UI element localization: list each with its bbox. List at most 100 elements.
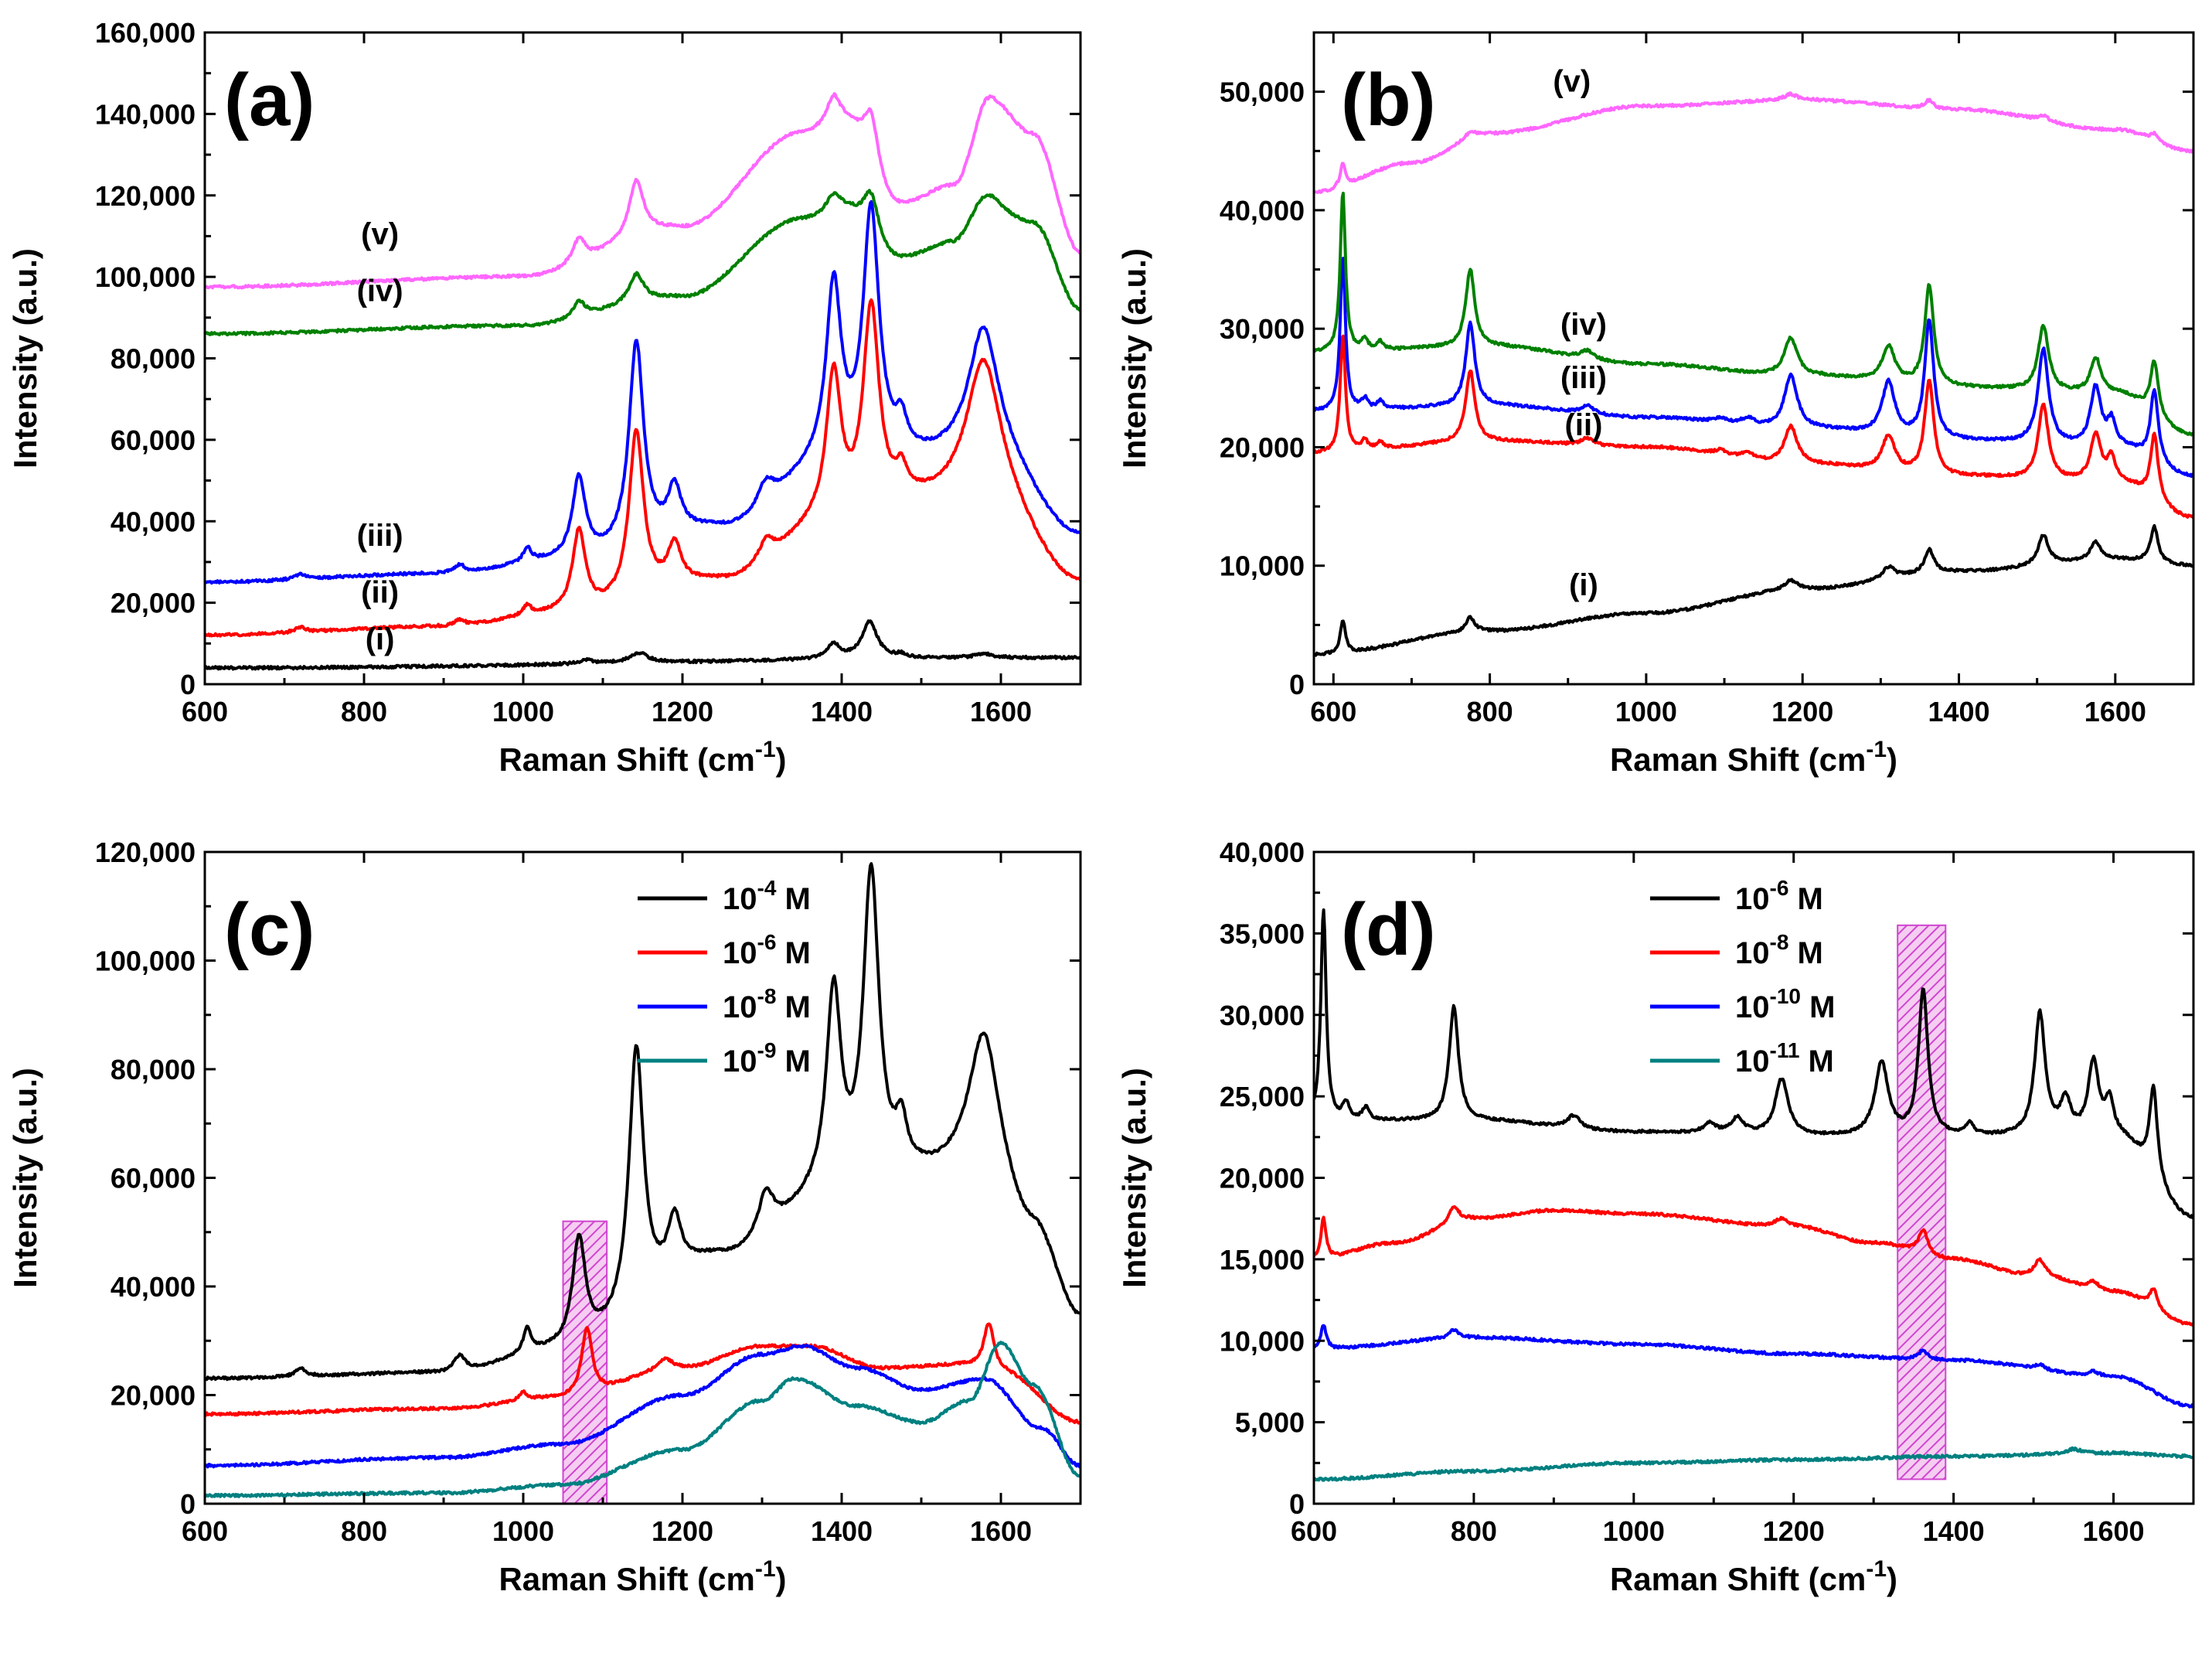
legend-label: 10-6 M	[723, 930, 811, 970]
legend-label: 10-10 M	[1735, 984, 1835, 1024]
series-line-4	[205, 1341, 1080, 1498]
x-tick-label: 1200	[652, 696, 713, 727]
chart-panel-d: 600 800 1000 1200 1400 1600 0 5,000 10,000 15,000…	[1116, 837, 2195, 1597]
legend-label: 10-11 M	[1735, 1038, 1834, 1078]
y-tick-label: 160,000	[95, 17, 196, 49]
y-tick-label: 140,000	[95, 98, 196, 130]
y-tick-label: 0	[1289, 1488, 1305, 1520]
legend-label: 10-8 M	[1735, 930, 1823, 970]
curve-label: (iii)	[357, 519, 403, 553]
y-tick-label: 100,000	[95, 946, 196, 977]
y-tick-label: 20,000	[111, 588, 196, 619]
y-tick-label: 40,000	[1220, 195, 1305, 227]
x-axis-label: Raman Shift (cm-1)	[1610, 1556, 1897, 1597]
chart-panel-c: 600 800 1000 1200 1400 1600 0 20,000 40,000 60,00…	[7, 837, 1082, 1597]
y-tick-label: 10,000	[1220, 1325, 1305, 1357]
series-line-2	[205, 298, 1080, 638]
y-tick-label: 120,000	[95, 180, 196, 212]
curve-label: (ii)	[361, 576, 399, 610]
panel-label: (a)	[224, 59, 315, 141]
chart-panel-b: 600 800 1000 1200 1400 1600 0 10,000 20,000 30,00…	[1116, 31, 2195, 778]
y-tick-label: 20,000	[1220, 1163, 1305, 1194]
y-tick-label: 60,000	[111, 1163, 196, 1194]
y-tick-label: 20,000	[1220, 431, 1305, 463]
x-tick-label: 1400	[1923, 1515, 1985, 1547]
y-tick-label: 0	[1289, 669, 1305, 700]
y-tick-label: 0	[180, 1488, 196, 1520]
y-tick-label: 40,000	[111, 506, 196, 537]
curve-label: (i)	[1569, 568, 1598, 602]
x-tick-label: 800	[341, 696, 387, 727]
series-line-1	[205, 862, 1080, 1382]
x-tick-label: 600	[1310, 696, 1356, 727]
y-tick-label: 0	[180, 669, 196, 700]
series-line-1	[1314, 908, 2193, 1219]
chart-panel-a: 600 800 1000 1200 1400 1600 0 20,000 40,000 60,00…	[7, 17, 1082, 778]
x-axis-label: Raman Shift (cm-1)	[499, 737, 786, 778]
series-line-2	[1314, 1205, 2193, 1327]
curve-label: (i)	[366, 622, 395, 656]
legend-label: 10-4 M	[723, 876, 811, 916]
x-tick-label: 1600	[2082, 1515, 2144, 1547]
series-line-3	[1314, 257, 2193, 479]
y-tick-label: 30,000	[1220, 1000, 1305, 1031]
y-tick-label: 100,000	[95, 261, 196, 293]
y-tick-label: 30,000	[1220, 313, 1305, 345]
series-line-2	[1314, 334, 2193, 520]
series-line-5	[205, 92, 1080, 290]
y-axis-label: Intensity (a.u.)	[7, 248, 43, 469]
series-line-1	[205, 619, 1080, 671]
x-axis-label: Raman Shift (cm-1)	[1610, 737, 1897, 778]
x-tick-label: 800	[1467, 696, 1513, 727]
panel-label: (b)	[1341, 59, 1436, 141]
x-tick-label: 1400	[1928, 696, 1989, 727]
curve-label: (v)	[1553, 65, 1591, 99]
legend-label: 10-9 M	[723, 1038, 811, 1078]
curve-label: (iv)	[1560, 308, 1607, 342]
x-tick-label: 1200	[1763, 1515, 1825, 1547]
panel-label: (d)	[1341, 888, 1436, 971]
x-tick-label: 1200	[652, 1515, 713, 1547]
x-tick-label: 800	[341, 1515, 387, 1547]
curve-label: (iv)	[357, 274, 403, 308]
panel-label: (c)	[224, 888, 315, 971]
curve-label: (ii)	[1565, 408, 1603, 442]
y-tick-label: 80,000	[111, 343, 196, 375]
x-tick-label: 1400	[811, 696, 873, 727]
x-tick-label: 1600	[970, 1515, 1032, 1547]
y-tick-label: 50,000	[1220, 77, 1305, 108]
curve-label: (iii)	[1560, 361, 1607, 395]
series-line-4	[1314, 192, 2193, 437]
y-axis-label: Intensity (a.u.)	[1116, 1068, 1152, 1288]
y-tick-label: 35,000	[1220, 918, 1305, 949]
x-tick-label: 1000	[492, 696, 554, 727]
x-tick-label: 1400	[811, 1515, 873, 1547]
x-tick-label: 600	[182, 1515, 228, 1547]
x-tick-label: 1200	[1771, 696, 1833, 727]
x-tick-label: 1000	[492, 1515, 554, 1547]
series-line-3	[1314, 1324, 2193, 1409]
plot-frame	[1312, 31, 2195, 686]
y-tick-label: 25,000	[1220, 1081, 1305, 1113]
y-tick-label: 20,000	[111, 1380, 196, 1412]
x-tick-label: 1000	[1615, 696, 1677, 727]
legend-label: 10-6 M	[1735, 876, 1823, 916]
series-line-5	[1314, 91, 2193, 194]
x-tick-label: 600	[182, 696, 228, 727]
series-line-3	[205, 1344, 1080, 1469]
y-tick-label: 120,000	[95, 837, 196, 868]
x-axis-label: Raman Shift (cm-1)	[499, 1556, 786, 1597]
y-tick-label: 40,000	[1220, 837, 1305, 868]
y-tick-label: 40,000	[111, 1271, 196, 1303]
y-tick-label: 5,000	[1235, 1407, 1305, 1439]
y-axis-label: Intensity (a.u.)	[7, 1068, 43, 1288]
legend-label: 10-8 M	[723, 984, 811, 1024]
x-tick-label: 1600	[970, 696, 1032, 727]
series-line-1	[1314, 523, 2193, 657]
x-tick-label: 800	[1451, 1515, 1497, 1547]
plot-frame	[203, 31, 1082, 686]
x-tick-label: 1600	[2084, 696, 2146, 727]
series-line-2	[205, 1322, 1080, 1425]
x-tick-label: 1000	[1603, 1515, 1665, 1547]
